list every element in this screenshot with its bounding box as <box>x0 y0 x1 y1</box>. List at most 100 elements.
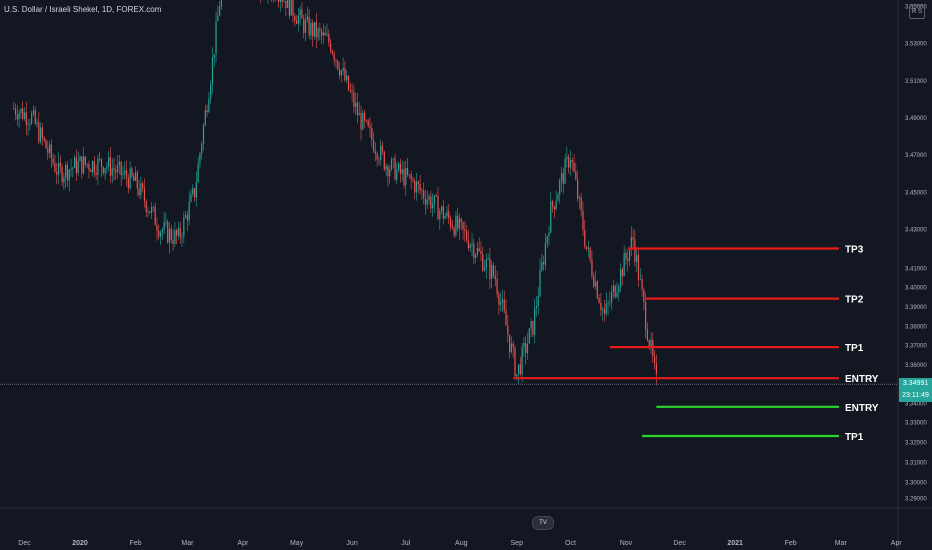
candle-body <box>324 32 326 36</box>
price-axis[interactable]: 3.29000 3.30000 3.31000 3.32000 3.33000 3.340… <box>905 5 927 503</box>
candle-body <box>507 325 509 335</box>
candle-body <box>147 211 149 213</box>
candle-body <box>491 264 493 279</box>
y-tick-label: 3.33000 <box>905 421 927 427</box>
candle-body <box>50 144 52 159</box>
candle-body <box>86 164 88 165</box>
candle-body <box>202 125 205 145</box>
candle-body <box>648 340 650 347</box>
candle-body <box>478 248 480 251</box>
candle-body <box>390 159 393 170</box>
candle-body <box>151 207 153 213</box>
lock-icon[interactable]: R S <box>909 5 925 19</box>
y-tick-label: 3.53000 <box>905 42 927 48</box>
candle-body <box>444 215 446 219</box>
candle-body <box>548 232 550 237</box>
candle-body <box>41 127 44 138</box>
candle-body <box>100 159 103 168</box>
candle-body <box>362 112 364 130</box>
candle-body <box>145 200 147 212</box>
candle-body <box>104 168 106 174</box>
y-tick-label: 3.45000 <box>905 190 927 196</box>
level-label: TP3 <box>845 245 864 256</box>
candle-body <box>181 236 183 238</box>
candle-body <box>380 145 382 161</box>
candle-body <box>430 196 432 209</box>
candle-body <box>351 91 353 93</box>
level-label: TP1 <box>845 343 864 354</box>
candle-body <box>559 181 561 195</box>
candle-body <box>152 206 154 208</box>
x-tick-label: Mar <box>181 540 194 547</box>
candle-body <box>408 174 410 176</box>
candle-body <box>514 347 516 377</box>
candle-body <box>417 181 419 184</box>
candle-body <box>650 339 652 347</box>
candle-body <box>376 153 378 160</box>
candle-body <box>349 90 351 92</box>
candle-body <box>643 289 645 302</box>
candle-body <box>138 188 140 196</box>
candle-body <box>446 211 448 216</box>
candle-body <box>303 18 305 33</box>
candle-body <box>639 278 641 280</box>
level-label: TP2 <box>845 295 864 306</box>
candle-body <box>331 51 333 54</box>
candle-body <box>61 166 63 183</box>
candle-body <box>99 158 101 160</box>
candle-body <box>591 260 593 277</box>
y-tick-label: 3.34000 <box>905 402 927 408</box>
candle-body <box>292 0 294 16</box>
candle-body <box>283 0 285 2</box>
candle-body <box>543 262 545 265</box>
candle-body <box>355 102 357 107</box>
candle-body <box>492 264 495 276</box>
candle-body <box>346 75 348 81</box>
candle-body <box>59 162 61 167</box>
candle-body <box>317 28 319 38</box>
candle-body <box>133 176 135 181</box>
candle-body <box>582 210 584 230</box>
candle-body <box>201 144 203 154</box>
candle-body <box>82 156 85 174</box>
candle-body <box>564 159 566 184</box>
candle-body <box>471 243 473 245</box>
candle-body <box>344 68 346 81</box>
time-axis[interactable]: Dec 2020 Feb Mar Apr May Jun Jul Aug Sep Oct Nov Dec… <box>18 540 932 547</box>
bar-countdown: 23:11:49 <box>902 392 929 399</box>
candle-body <box>215 20 217 55</box>
candle-body <box>97 158 99 175</box>
candle-body <box>134 172 137 181</box>
candle-body <box>190 194 192 202</box>
candle-body <box>589 247 591 261</box>
candle-body <box>412 179 414 181</box>
candle-body <box>605 303 607 315</box>
candle-body <box>23 112 26 119</box>
candle-body <box>38 122 40 142</box>
candle-body <box>374 151 376 154</box>
candle-body <box>206 110 208 112</box>
candle-body <box>36 122 38 124</box>
candle-body <box>91 161 94 173</box>
candle-body <box>288 0 291 16</box>
candle-body <box>541 262 543 270</box>
candle-body <box>328 34 330 43</box>
candle-body <box>637 255 640 280</box>
candle-body <box>392 158 394 160</box>
candle-body <box>557 194 559 201</box>
candle-body <box>634 239 636 262</box>
candle-body <box>79 156 81 162</box>
candle-body <box>177 227 180 236</box>
candle-body <box>498 293 500 305</box>
tradingview-logo[interactable]: TV <box>532 516 554 530</box>
candle-body <box>378 159 380 161</box>
candle-body <box>109 157 112 176</box>
candle-body <box>523 343 525 347</box>
candle-body <box>88 164 90 170</box>
x-tick-label: Sep <box>511 540 524 547</box>
candle-body <box>575 171 577 180</box>
candle-body <box>550 201 552 233</box>
candle-body <box>340 70 342 76</box>
candle-body <box>22 108 24 119</box>
